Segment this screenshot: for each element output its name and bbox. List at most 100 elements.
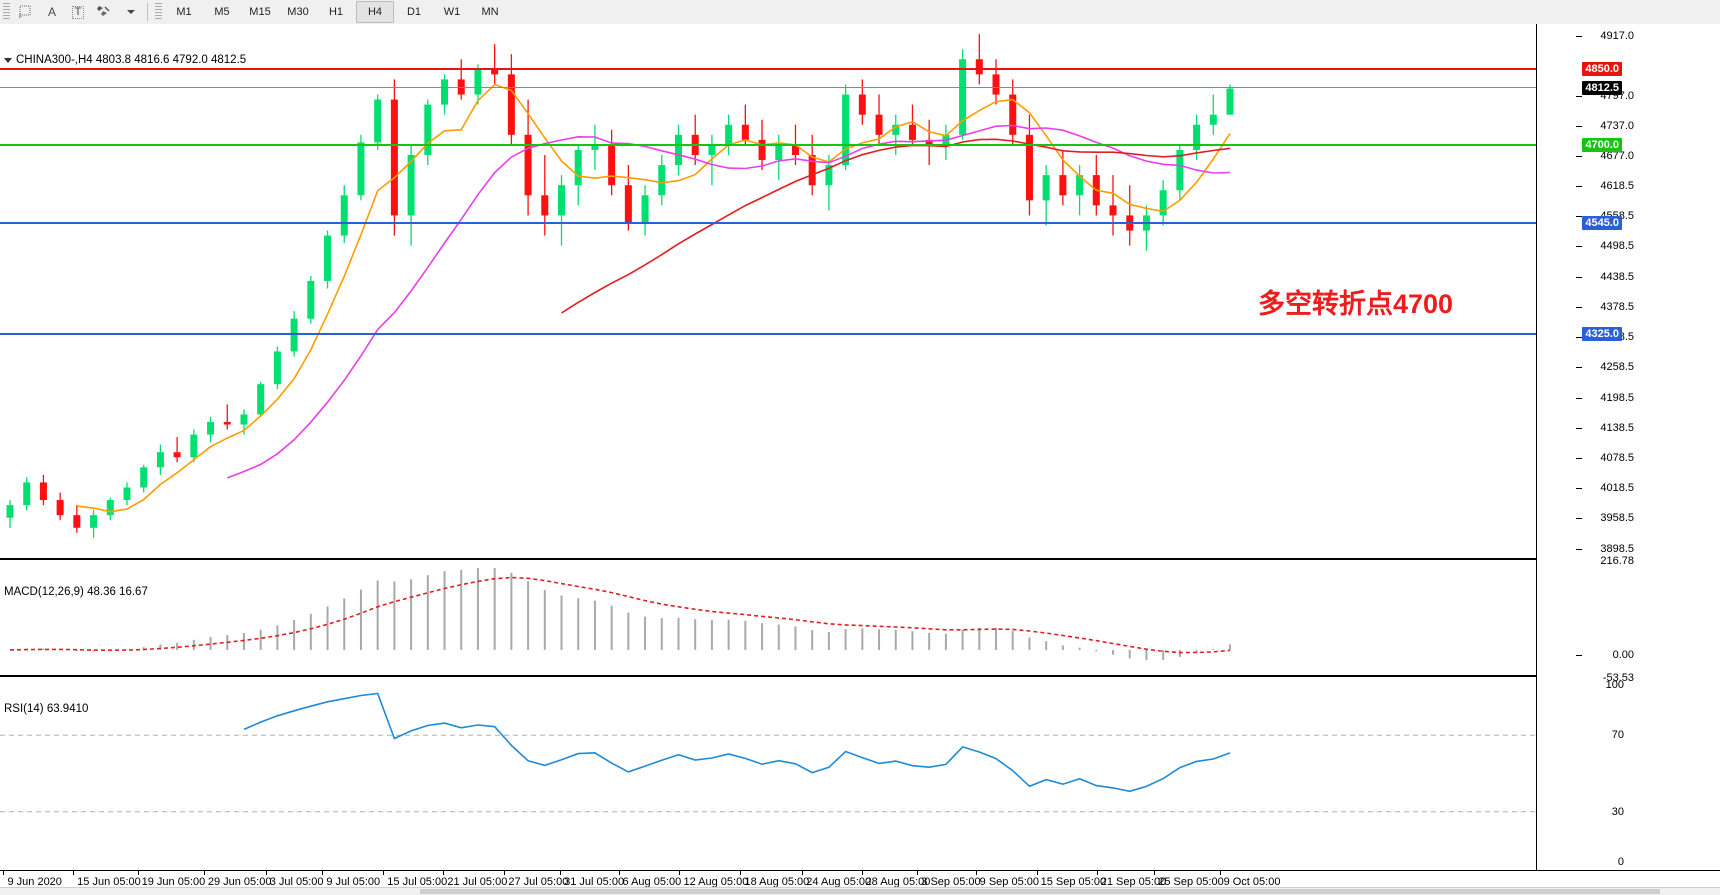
price-axis-label: 4378.5 (1600, 300, 1634, 313)
time-axis-tick (443, 871, 445, 875)
time-axis-label: 21 Sep 05:00 (1100, 876, 1167, 888)
ma-mid-line (227, 124, 1231, 479)
time-axis-label: 12 Aug 05:00 (683, 876, 749, 888)
current-price-4812-tag[interactable]: 4812.5 (1582, 81, 1622, 96)
price-axis-label: 4917.0 (1600, 29, 1634, 42)
chart-toolbar: F A T M1 M5 M15 M30 H1 H4 D1 W1 MN (0, 0, 1720, 25)
price-axis-tick (1576, 156, 1582, 158)
timeframe-h4[interactable]: H4 (356, 1, 394, 23)
price-axis-tick (1576, 96, 1582, 98)
time-axis-label: 9 Sep 05:00 (979, 876, 1039, 888)
time-axis-tick (137, 871, 139, 875)
quote-text: CHINA300-,H4 4803.8 4816.6 4792.0 4812.5 (16, 54, 247, 66)
time-axis-label: 25 Sep 05:00 (1158, 876, 1224, 888)
horizontal-scrollbar[interactable] (0, 887, 1720, 895)
toolbar-grip[interactable] (3, 3, 10, 21)
price-axis-tick (1576, 246, 1582, 248)
price-axis-tick (1576, 427, 1582, 429)
price-axis-tick (1576, 518, 1582, 520)
support-4545-tag[interactable]: 4545.0 (1582, 215, 1622, 230)
time-axis-label: 6 Aug 05:00 (622, 876, 682, 888)
time-axis-label: 31 Jul 05:00 (564, 876, 625, 888)
price-axis-label: 4198.5 (1600, 391, 1634, 404)
price-axis-tick (1576, 337, 1582, 339)
pivot-4700-line[interactable] (0, 143, 1537, 146)
macd-chart-canvas[interactable] (0, 561, 1537, 678)
text-box-icon[interactable]: T (65, 1, 91, 23)
price-axis-label: 3958.5 (1600, 512, 1634, 525)
time-axis-tick (679, 871, 681, 875)
time-axis-label: 27 Jul 05:00 (508, 876, 569, 888)
timeframe-grip[interactable] (155, 3, 162, 21)
price-axis-label: 4078.5 (1600, 452, 1634, 464)
time-axis-tick (265, 871, 267, 875)
price-axis-label: 4138.5 (1600, 421, 1634, 434)
timeframe-group: M1 M5 M15 M30 H1 H4 D1 W1 MN (165, 1, 509, 23)
price-axis-tick (1576, 548, 1582, 550)
price-axis-tick (1576, 367, 1582, 369)
timeframe-m1[interactable]: M1 (176, 6, 192, 18)
price-axis-tick (1576, 185, 1582, 187)
text-label-icon[interactable]: A (47, 5, 56, 19)
time-axis-tick (1219, 871, 1221, 875)
timeframe-mn[interactable]: MN (481, 6, 499, 18)
chevron-down-icon[interactable] (4, 57, 12, 63)
price-axis-label: 4618.5 (1600, 179, 1634, 192)
time-axis-label: 15 Sep 05:00 (1040, 876, 1107, 888)
time-axis-tick (203, 871, 205, 875)
price-axis-label: 4737.0 (1600, 120, 1634, 133)
time-axis-label: 28 Aug 05:00 (865, 876, 931, 888)
timeframe-d1[interactable]: D1 (406, 6, 422, 18)
time-axis-tick (1036, 871, 1038, 875)
price-axis-tick (1576, 397, 1582, 399)
time-axis-tick (975, 871, 977, 875)
scrollbar-thumb[interactable] (420, 889, 1660, 894)
objects-icon[interactable] (91, 1, 117, 23)
price-axis[interactable]: 4917.04797.04737.04677.04618.54558.54498… (1536, 24, 1720, 870)
ma-slow-line (561, 138, 1231, 314)
time-axis-tick (3, 871, 5, 875)
crosshair-icon[interactable]: F (13, 1, 39, 23)
time-axis-label: 3 Jul 05:00 (269, 876, 324, 888)
chart-area[interactable]: 多空转折点4700 CHINA300-,H4 4803.8 4816.6 479… (0, 24, 1720, 870)
rsi-panel-separator (0, 675, 1537, 677)
price-axis-tick (1576, 126, 1582, 128)
rsi-line (243, 692, 1231, 793)
macd-panel-separator (0, 558, 1537, 560)
time-axis-label: 24 Aug 05:00 (806, 876, 872, 888)
timeframe-w1[interactable]: W1 (443, 6, 461, 18)
pivot-4700-tag[interactable]: 4700.0 (1582, 137, 1622, 152)
support-4325-tag[interactable]: 4325.0 (1582, 326, 1622, 341)
rsi-axis-label: 0 (1617, 856, 1624, 868)
macd-axis-label: 0.00 (1612, 648, 1634, 661)
price-axis-label: 4438.5 (1600, 270, 1634, 283)
price-axis-tick (1576, 306, 1582, 308)
time-axis-tick (802, 871, 804, 875)
resistance-4850-tag[interactable]: 4850.0 (1582, 62, 1622, 77)
time-axis-label: 18 Aug 05:00 (744, 876, 810, 888)
rsi-chart-canvas[interactable] (0, 678, 1537, 869)
timeframe-m30[interactable]: M30 (287, 6, 309, 18)
price-axis-label: 4018.5 (1600, 482, 1634, 495)
svg-text:F: F (19, 15, 22, 20)
timeframe-h1[interactable]: H1 (328, 6, 344, 18)
price-chart-canvas[interactable] (0, 24, 1537, 558)
objects-dropdown-icon[interactable] (117, 1, 143, 23)
time-axis-label: 9 Oct 05:00 (1223, 876, 1281, 888)
support-4545-line[interactable] (0, 221, 1537, 224)
time-axis-label: 9 Jun 2020 (7, 876, 62, 888)
timeframe-m5[interactable]: M5 (214, 6, 230, 18)
time-axis-tick (322, 871, 324, 875)
symbol-quote-header: CHINA300-,H4 4803.8 4816.6 4792.0 4812.5 (4, 54, 246, 66)
price-axis-label: 4677.0 (1600, 150, 1634, 163)
time-axis-tick (1096, 871, 1098, 875)
timeframe-m15[interactable]: M15 (249, 6, 271, 18)
time-axis-label: 19 Jun 05:00 (141, 876, 206, 888)
macd-axis-label: -53.53 (1602, 672, 1634, 684)
resistance-4850-line[interactable] (0, 68, 1537, 71)
support-4325-line[interactable] (0, 332, 1537, 335)
time-axis-tick (740, 871, 742, 875)
current-price-4812-line[interactable] (0, 87, 1537, 89)
price-axis-tick (1576, 216, 1582, 218)
